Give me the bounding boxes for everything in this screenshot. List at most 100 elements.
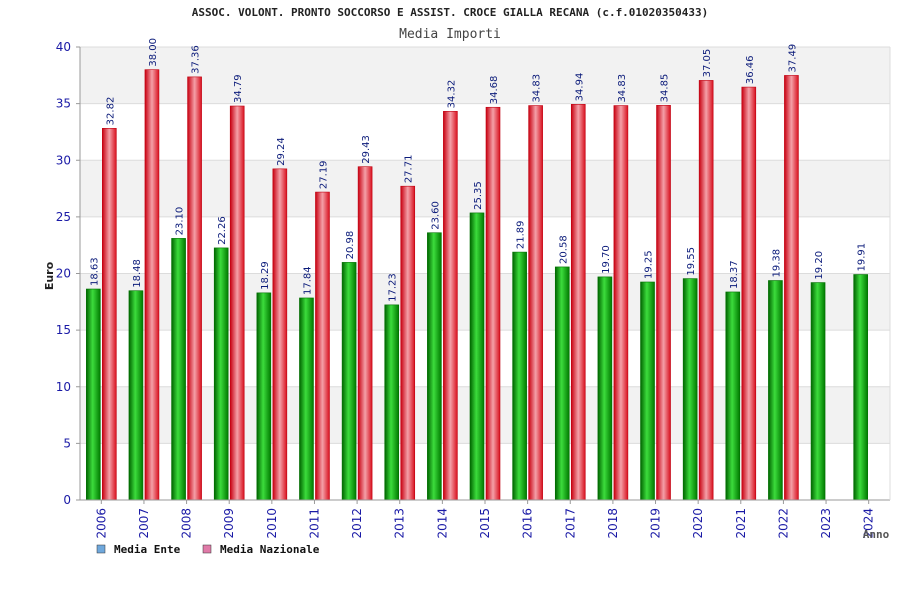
bar-media-ente	[469, 212, 485, 501]
data-label-media-nazionale: 37.49	[787, 44, 798, 73]
x-tick-label: 2021	[734, 508, 748, 539]
x-tick-label: 2008	[180, 508, 194, 539]
data-label-media-ente: 25.35	[473, 181, 484, 210]
data-label-media-ente: 21.89	[516, 220, 527, 249]
bar-media-nazionale	[613, 105, 629, 501]
data-label-media-nazionale: 34.32	[446, 80, 457, 109]
data-label-media-nazionale: 34.94	[574, 73, 585, 102]
data-label-media-nazionale: 27.19	[318, 160, 329, 189]
bar-media-ente	[299, 297, 314, 501]
bar-media-ente	[213, 247, 229, 501]
x-tick-label: 2018	[606, 508, 620, 539]
bar-media-nazionale	[784, 75, 799, 501]
data-label-media-ente: 18.63	[89, 257, 100, 286]
data-label-media-ente: 19.70	[601, 245, 612, 274]
data-label-media-ente: 19.91	[857, 243, 868, 272]
x-tick-label: 2006	[94, 508, 108, 539]
data-label-media-ente: 19.38	[771, 249, 782, 278]
data-label-media-nazionale: 32.82	[105, 97, 116, 126]
y-tick-label: 15	[56, 323, 71, 337]
bar-media-ente	[768, 280, 783, 501]
x-tick-label: 2022	[776, 508, 790, 539]
bar-media-ente	[682, 278, 698, 501]
legend-label-media-nazionale: Media Nazionale	[220, 543, 320, 556]
y-tick-label: 5	[63, 436, 71, 450]
y-tick-label: 0	[63, 493, 71, 507]
data-label-media-ente: 19.20	[814, 251, 825, 280]
data-label-media-ente: 17.23	[388, 273, 399, 302]
data-label-media-ente: 18.37	[729, 260, 740, 289]
y-tick-label: 25	[56, 210, 71, 224]
bar-media-ente	[512, 251, 527, 501]
bar-media-ente	[86, 288, 101, 501]
data-label-media-ente: 18.29	[260, 261, 271, 290]
data-label-media-nazionale: 34.85	[660, 74, 671, 103]
bar-media-ente	[427, 232, 442, 501]
data-label-media-nazionale: 38.00	[148, 38, 159, 67]
bar-media-ente	[554, 266, 570, 501]
x-tick-label: 2014	[435, 508, 449, 539]
x-tick-label: 2013	[393, 508, 407, 539]
y-tick-label: 40	[56, 40, 71, 54]
data-label-media-ente: 20.98	[345, 231, 356, 260]
x-tick-label: 2017	[563, 508, 577, 539]
bar-media-ente	[341, 262, 357, 501]
data-label-media-ente: 23.60	[430, 201, 441, 230]
y-tick-label: 20	[56, 267, 71, 281]
legend-swatch-media-ente	[96, 544, 106, 554]
x-tick-label: 2015	[478, 508, 492, 539]
data-label-media-ente: 20.58	[558, 235, 569, 264]
x-tick-label: 2024	[862, 508, 876, 539]
chart-title: ASSOC. VOLONT. PRONTO SOCCORSO E ASSIST.…	[192, 6, 709, 19]
data-label-media-ente: 19.25	[644, 250, 655, 279]
x-tick-label: 2010	[265, 508, 279, 539]
bar-media-ente	[725, 291, 741, 501]
data-label-media-ente: 17.84	[302, 266, 313, 295]
bar-media-ente	[171, 238, 186, 501]
data-label-media-ente: 23.10	[175, 207, 186, 236]
bar-media-nazionale	[698, 80, 714, 501]
data-label-media-ente: 18.48	[132, 259, 143, 288]
bar-media-ente	[810, 282, 826, 501]
data-label-media-nazionale: 37.36	[191, 45, 202, 74]
x-tick-labels: 2006 2007 2008 2009 2010 2011 2012 2013 2014 2015…	[94, 508, 875, 539]
x-tick-label: 2007	[137, 508, 151, 539]
data-label-media-nazionale: 34.83	[617, 74, 628, 103]
bar-media-nazionale	[229, 105, 245, 501]
data-label-media-nazionale: 34.79	[233, 74, 244, 103]
data-label-media-ente: 22.26	[217, 216, 228, 245]
data-label-media-nazionale: 36.46	[745, 55, 756, 84]
bar-media-nazionale	[400, 185, 416, 501]
legend: Media Ente Media Nazionale	[96, 543, 320, 556]
bar-media-nazionale	[102, 128, 117, 501]
bar-media-ente	[384, 304, 400, 501]
data-labels: 18.63 18.48 23.10 22.26 18.29 17.84 20.98 17.23…	[89, 38, 867, 302]
x-tick-label: 2020	[691, 508, 705, 539]
x-tick-label: 2019	[649, 508, 663, 539]
x-tick-label: 2016	[521, 508, 535, 539]
x-tick-label: 2012	[350, 508, 364, 539]
legend-label-media-ente: Media Ente	[114, 543, 181, 556]
bar-media-nazionale	[272, 168, 288, 501]
bar-media-ente	[853, 274, 868, 501]
data-label-media-nazionale: 29.24	[276, 137, 287, 166]
bar-media-nazionale	[570, 104, 586, 501]
y-tick-label: 35	[56, 97, 71, 111]
bar-media-nazionale	[485, 106, 501, 501]
chart-subtitle: Media Importi	[399, 27, 501, 42]
data-label-media-nazionale: 27.71	[404, 155, 415, 184]
data-label-media-nazionale: 29.43	[361, 135, 372, 164]
x-tick-label: 2009	[222, 508, 236, 539]
x-tick-label: 2023	[819, 508, 833, 539]
y-tick-label: 30	[56, 153, 71, 167]
bar-media-ente	[256, 292, 272, 501]
data-label-media-nazionale: 34.83	[532, 74, 543, 103]
bar-media-nazionale	[144, 69, 160, 501]
bar-media-nazionale	[187, 76, 202, 501]
bar-media-ente	[128, 290, 144, 501]
bar-media-ente	[597, 276, 613, 501]
bar-media-nazionale	[741, 86, 757, 501]
bar-media-nazionale	[443, 111, 458, 501]
bar-media-nazionale	[656, 105, 671, 501]
